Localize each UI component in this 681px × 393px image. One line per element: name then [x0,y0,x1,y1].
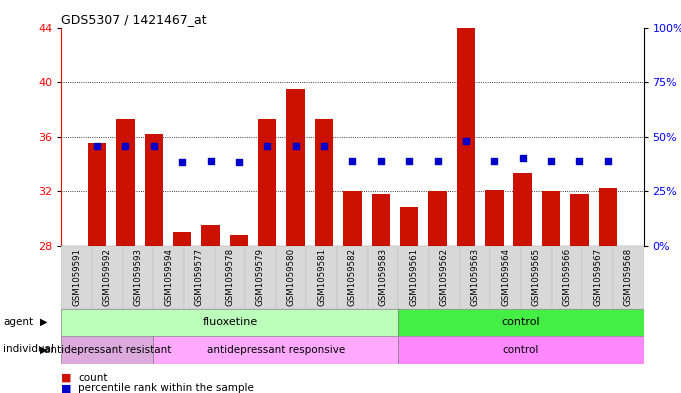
Text: GSM1059567: GSM1059567 [593,248,602,306]
Bar [184,246,215,309]
Bar [306,246,337,309]
Point [404,158,415,164]
Text: control: control [502,317,540,327]
Bar [215,246,245,309]
Point [290,143,301,149]
Bar [457,28,475,246]
Point [148,143,159,149]
Text: GDS5307 / 1421467_at: GDS5307 / 1421467_at [61,13,207,26]
Point [460,138,471,144]
Bar [202,225,220,246]
Text: GSM1059594: GSM1059594 [164,248,173,305]
Point [574,158,585,164]
Text: antidepressant responsive: antidepressant responsive [206,345,345,355]
Text: ▶: ▶ [39,344,47,354]
Text: ■: ■ [61,383,72,393]
Bar [542,191,560,246]
Text: individual: individual [3,344,54,354]
Point [518,155,528,162]
Text: control: control [503,345,539,355]
Bar [398,246,429,309]
Point [120,143,131,149]
Bar [287,89,305,246]
Bar [61,309,398,336]
Point [319,143,330,149]
Point [262,143,272,149]
Point [205,158,216,164]
Bar [485,190,503,246]
Text: GSM1059578: GSM1059578 [225,248,234,306]
Bar [599,188,617,246]
Text: GSM1059561: GSM1059561 [409,248,418,306]
Bar [229,235,248,246]
Point [489,158,500,164]
Bar [315,119,333,246]
Bar [276,246,306,309]
Bar [245,246,276,309]
Bar [153,246,184,309]
Bar [490,246,521,309]
Point [375,158,386,164]
Text: count: count [78,373,108,383]
Text: GSM1059563: GSM1059563 [471,248,479,306]
Bar [429,246,460,309]
Bar [400,208,418,246]
Bar [513,173,532,246]
Bar [372,194,390,246]
Point [545,158,556,164]
Text: ▶: ▶ [39,317,47,327]
Bar [116,119,135,246]
Text: GSM1059577: GSM1059577 [195,248,204,306]
Text: GSM1059564: GSM1059564 [501,248,510,306]
Bar [258,119,276,246]
Bar [368,246,398,309]
Bar [552,246,582,309]
Point [234,159,244,165]
Text: percentile rank within the sample: percentile rank within the sample [78,383,254,393]
Bar [173,232,191,246]
Text: agent: agent [3,317,33,327]
Bar [123,246,153,309]
Text: GSM1059583: GSM1059583 [379,248,387,306]
Bar [153,336,398,364]
Point [432,158,443,164]
Bar [460,246,490,309]
Bar [92,246,123,309]
Bar [88,143,106,246]
Bar [398,309,644,336]
Text: ■: ■ [61,373,72,383]
Point [347,158,358,164]
Text: GSM1059565: GSM1059565 [532,248,541,306]
Bar [570,194,588,246]
Bar [582,246,613,309]
Bar [144,134,163,246]
Text: GSM1059591: GSM1059591 [72,248,81,305]
Text: GSM1059581: GSM1059581 [317,248,326,306]
Text: GSM1059580: GSM1059580 [287,248,296,306]
Text: GSM1059568: GSM1059568 [624,248,633,306]
Text: GSM1059592: GSM1059592 [103,248,112,305]
Text: GSM1059593: GSM1059593 [133,248,142,305]
Text: antidepressant resistant: antidepressant resistant [44,345,171,355]
Bar [398,336,644,364]
Bar [61,246,92,309]
Bar [343,191,362,246]
Bar [521,246,552,309]
Text: GSM1059579: GSM1059579 [256,248,265,305]
Bar [613,246,644,309]
Bar [61,336,153,364]
Point [603,158,614,164]
Text: GSM1059566: GSM1059566 [563,248,571,306]
Text: GSM1059562: GSM1059562 [440,248,449,306]
Text: fluoxetine: fluoxetine [202,317,257,327]
Text: GSM1059582: GSM1059582 [348,248,357,306]
Point [176,159,187,165]
Bar [428,191,447,246]
Point [91,143,102,149]
Bar [337,246,368,309]
